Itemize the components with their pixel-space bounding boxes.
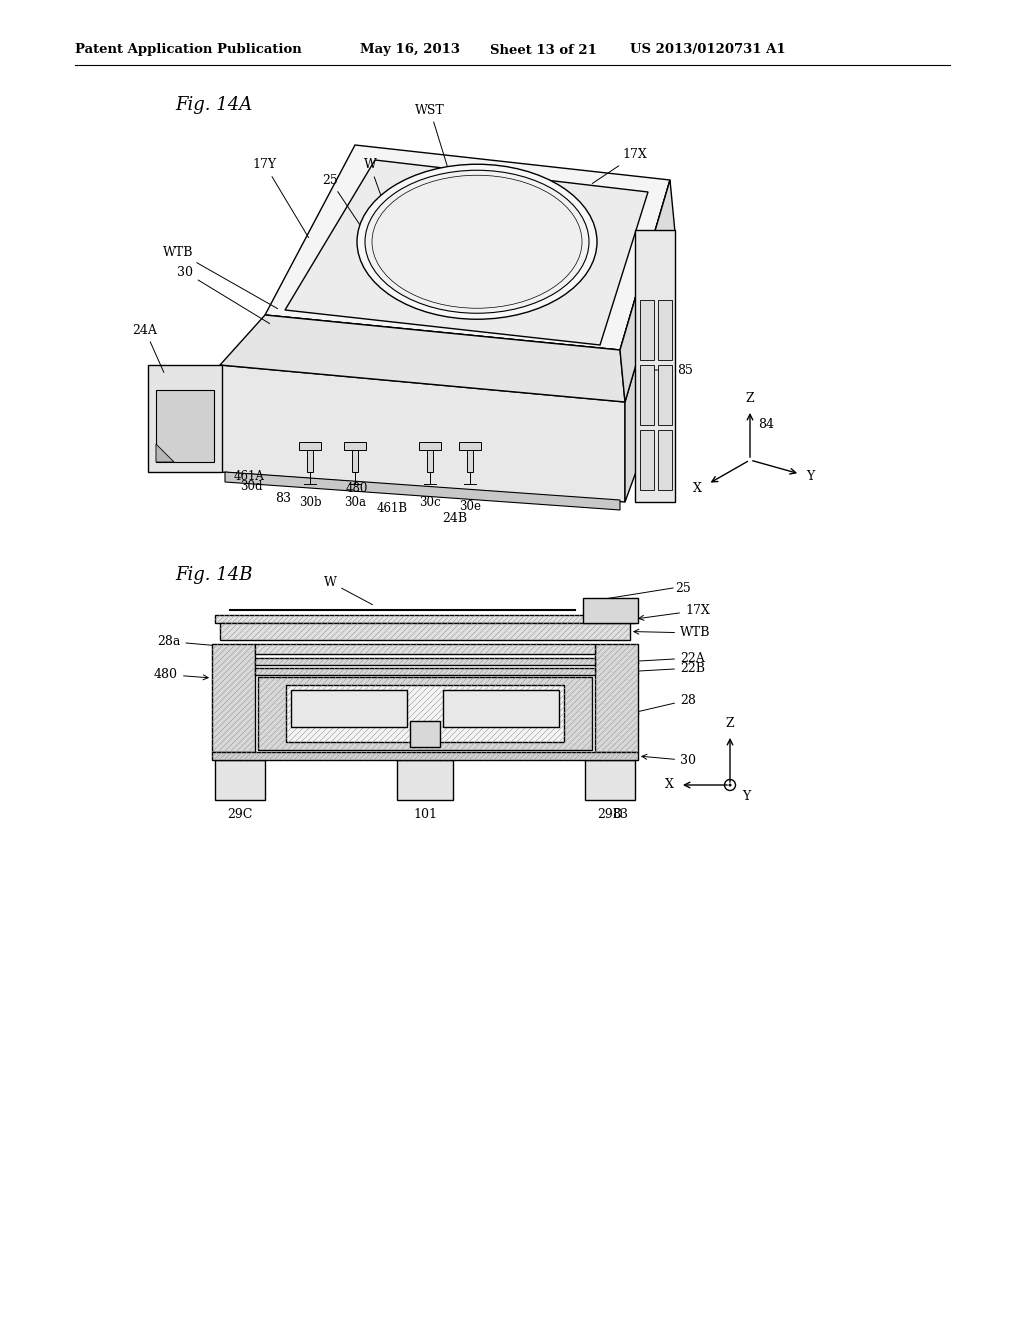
Text: Y: Y (806, 470, 814, 483)
Text: 85: 85 (651, 363, 693, 376)
Ellipse shape (365, 170, 589, 313)
Ellipse shape (357, 164, 597, 319)
Polygon shape (410, 721, 440, 747)
Text: 84: 84 (758, 418, 774, 432)
Text: 30: 30 (177, 265, 269, 323)
Polygon shape (620, 180, 675, 403)
Text: Sheet 13 of 21: Sheet 13 of 21 (490, 44, 597, 57)
Text: 83: 83 (275, 492, 291, 506)
Text: 101: 101 (413, 808, 437, 821)
Text: 22A: 22A (634, 652, 705, 664)
Text: 480: 480 (154, 668, 208, 681)
Text: Z: Z (726, 717, 734, 730)
Polygon shape (397, 760, 453, 800)
Polygon shape (285, 160, 648, 345)
Text: 28: 28 (634, 693, 696, 714)
Text: W: W (324, 576, 373, 605)
Polygon shape (215, 760, 265, 800)
Polygon shape (255, 644, 595, 653)
Polygon shape (156, 444, 174, 462)
Polygon shape (265, 315, 620, 400)
Ellipse shape (372, 176, 582, 309)
Polygon shape (640, 366, 654, 425)
Text: 22B: 22B (634, 661, 705, 675)
Polygon shape (467, 450, 473, 473)
Text: 461B: 461B (377, 502, 408, 515)
Text: Fig. 14B: Fig. 14B (175, 566, 253, 583)
Text: 25: 25 (323, 173, 379, 252)
Text: 28a: 28a (157, 635, 251, 651)
Text: May 16, 2013: May 16, 2013 (360, 44, 460, 57)
Polygon shape (255, 668, 595, 675)
Text: 30a: 30a (344, 496, 366, 510)
Text: 24A: 24A (132, 323, 164, 372)
Text: US 2013/0120731 A1: US 2013/0120731 A1 (630, 44, 785, 57)
Text: 30e: 30e (459, 500, 481, 513)
Text: 24B: 24B (442, 512, 468, 525)
Polygon shape (220, 623, 630, 640)
Polygon shape (212, 752, 638, 760)
Polygon shape (344, 442, 366, 450)
Text: WST: WST (415, 103, 450, 173)
Polygon shape (625, 232, 675, 502)
Polygon shape (299, 442, 321, 450)
Polygon shape (419, 442, 441, 450)
Text: 461A: 461A (233, 470, 264, 483)
Polygon shape (427, 450, 433, 473)
Text: W: W (364, 158, 394, 232)
Text: 25: 25 (675, 582, 691, 594)
Text: 30b: 30b (299, 496, 322, 510)
Text: Y: Y (742, 791, 751, 804)
Text: Z: Z (745, 392, 755, 405)
Polygon shape (658, 366, 672, 425)
Polygon shape (307, 450, 313, 473)
Polygon shape (265, 145, 670, 350)
Text: 30c: 30c (419, 496, 440, 510)
Text: 30: 30 (642, 754, 696, 767)
Text: 29C: 29C (227, 808, 253, 821)
Polygon shape (212, 644, 255, 752)
Text: Patent Application Publication: Patent Application Publication (75, 44, 302, 57)
Polygon shape (352, 450, 358, 473)
Text: 17Y: 17Y (253, 158, 308, 238)
Polygon shape (585, 760, 635, 800)
Polygon shape (148, 366, 222, 473)
Text: 29D: 29D (597, 808, 623, 821)
Polygon shape (255, 657, 595, 665)
Polygon shape (459, 442, 481, 450)
Polygon shape (215, 615, 635, 623)
Polygon shape (635, 230, 675, 502)
Polygon shape (286, 685, 564, 742)
Text: X: X (693, 482, 702, 495)
Text: 83: 83 (612, 808, 628, 821)
Polygon shape (156, 389, 214, 462)
Polygon shape (220, 366, 625, 502)
Text: WTB: WTB (634, 627, 711, 639)
Polygon shape (640, 300, 654, 360)
Polygon shape (291, 690, 407, 727)
Polygon shape (220, 315, 625, 403)
Text: X: X (666, 779, 674, 792)
Text: 30d: 30d (241, 479, 263, 492)
Polygon shape (595, 644, 638, 752)
Circle shape (728, 784, 731, 787)
Polygon shape (620, 180, 670, 400)
Text: WTB: WTB (163, 246, 278, 309)
Text: Fig. 14A: Fig. 14A (175, 96, 252, 114)
Polygon shape (640, 430, 654, 490)
Text: 17X: 17X (592, 149, 647, 183)
Polygon shape (258, 677, 592, 750)
Text: 17X: 17X (639, 605, 710, 620)
Text: 480: 480 (346, 482, 369, 495)
Polygon shape (225, 473, 620, 510)
Polygon shape (443, 690, 559, 727)
Polygon shape (658, 300, 672, 360)
Polygon shape (583, 598, 638, 623)
Polygon shape (658, 430, 672, 490)
